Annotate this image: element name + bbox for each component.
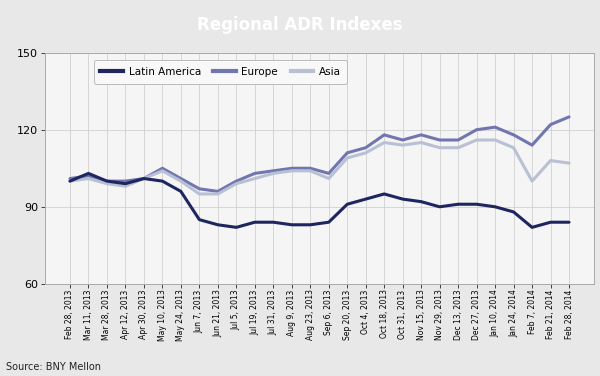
Legend: Latin America, Europe, Asia: Latin America, Europe, Asia — [94, 60, 347, 83]
Text: Regional ADR Indexes: Regional ADR Indexes — [197, 17, 403, 34]
Text: Source: BNY Mellon: Source: BNY Mellon — [6, 362, 101, 372]
